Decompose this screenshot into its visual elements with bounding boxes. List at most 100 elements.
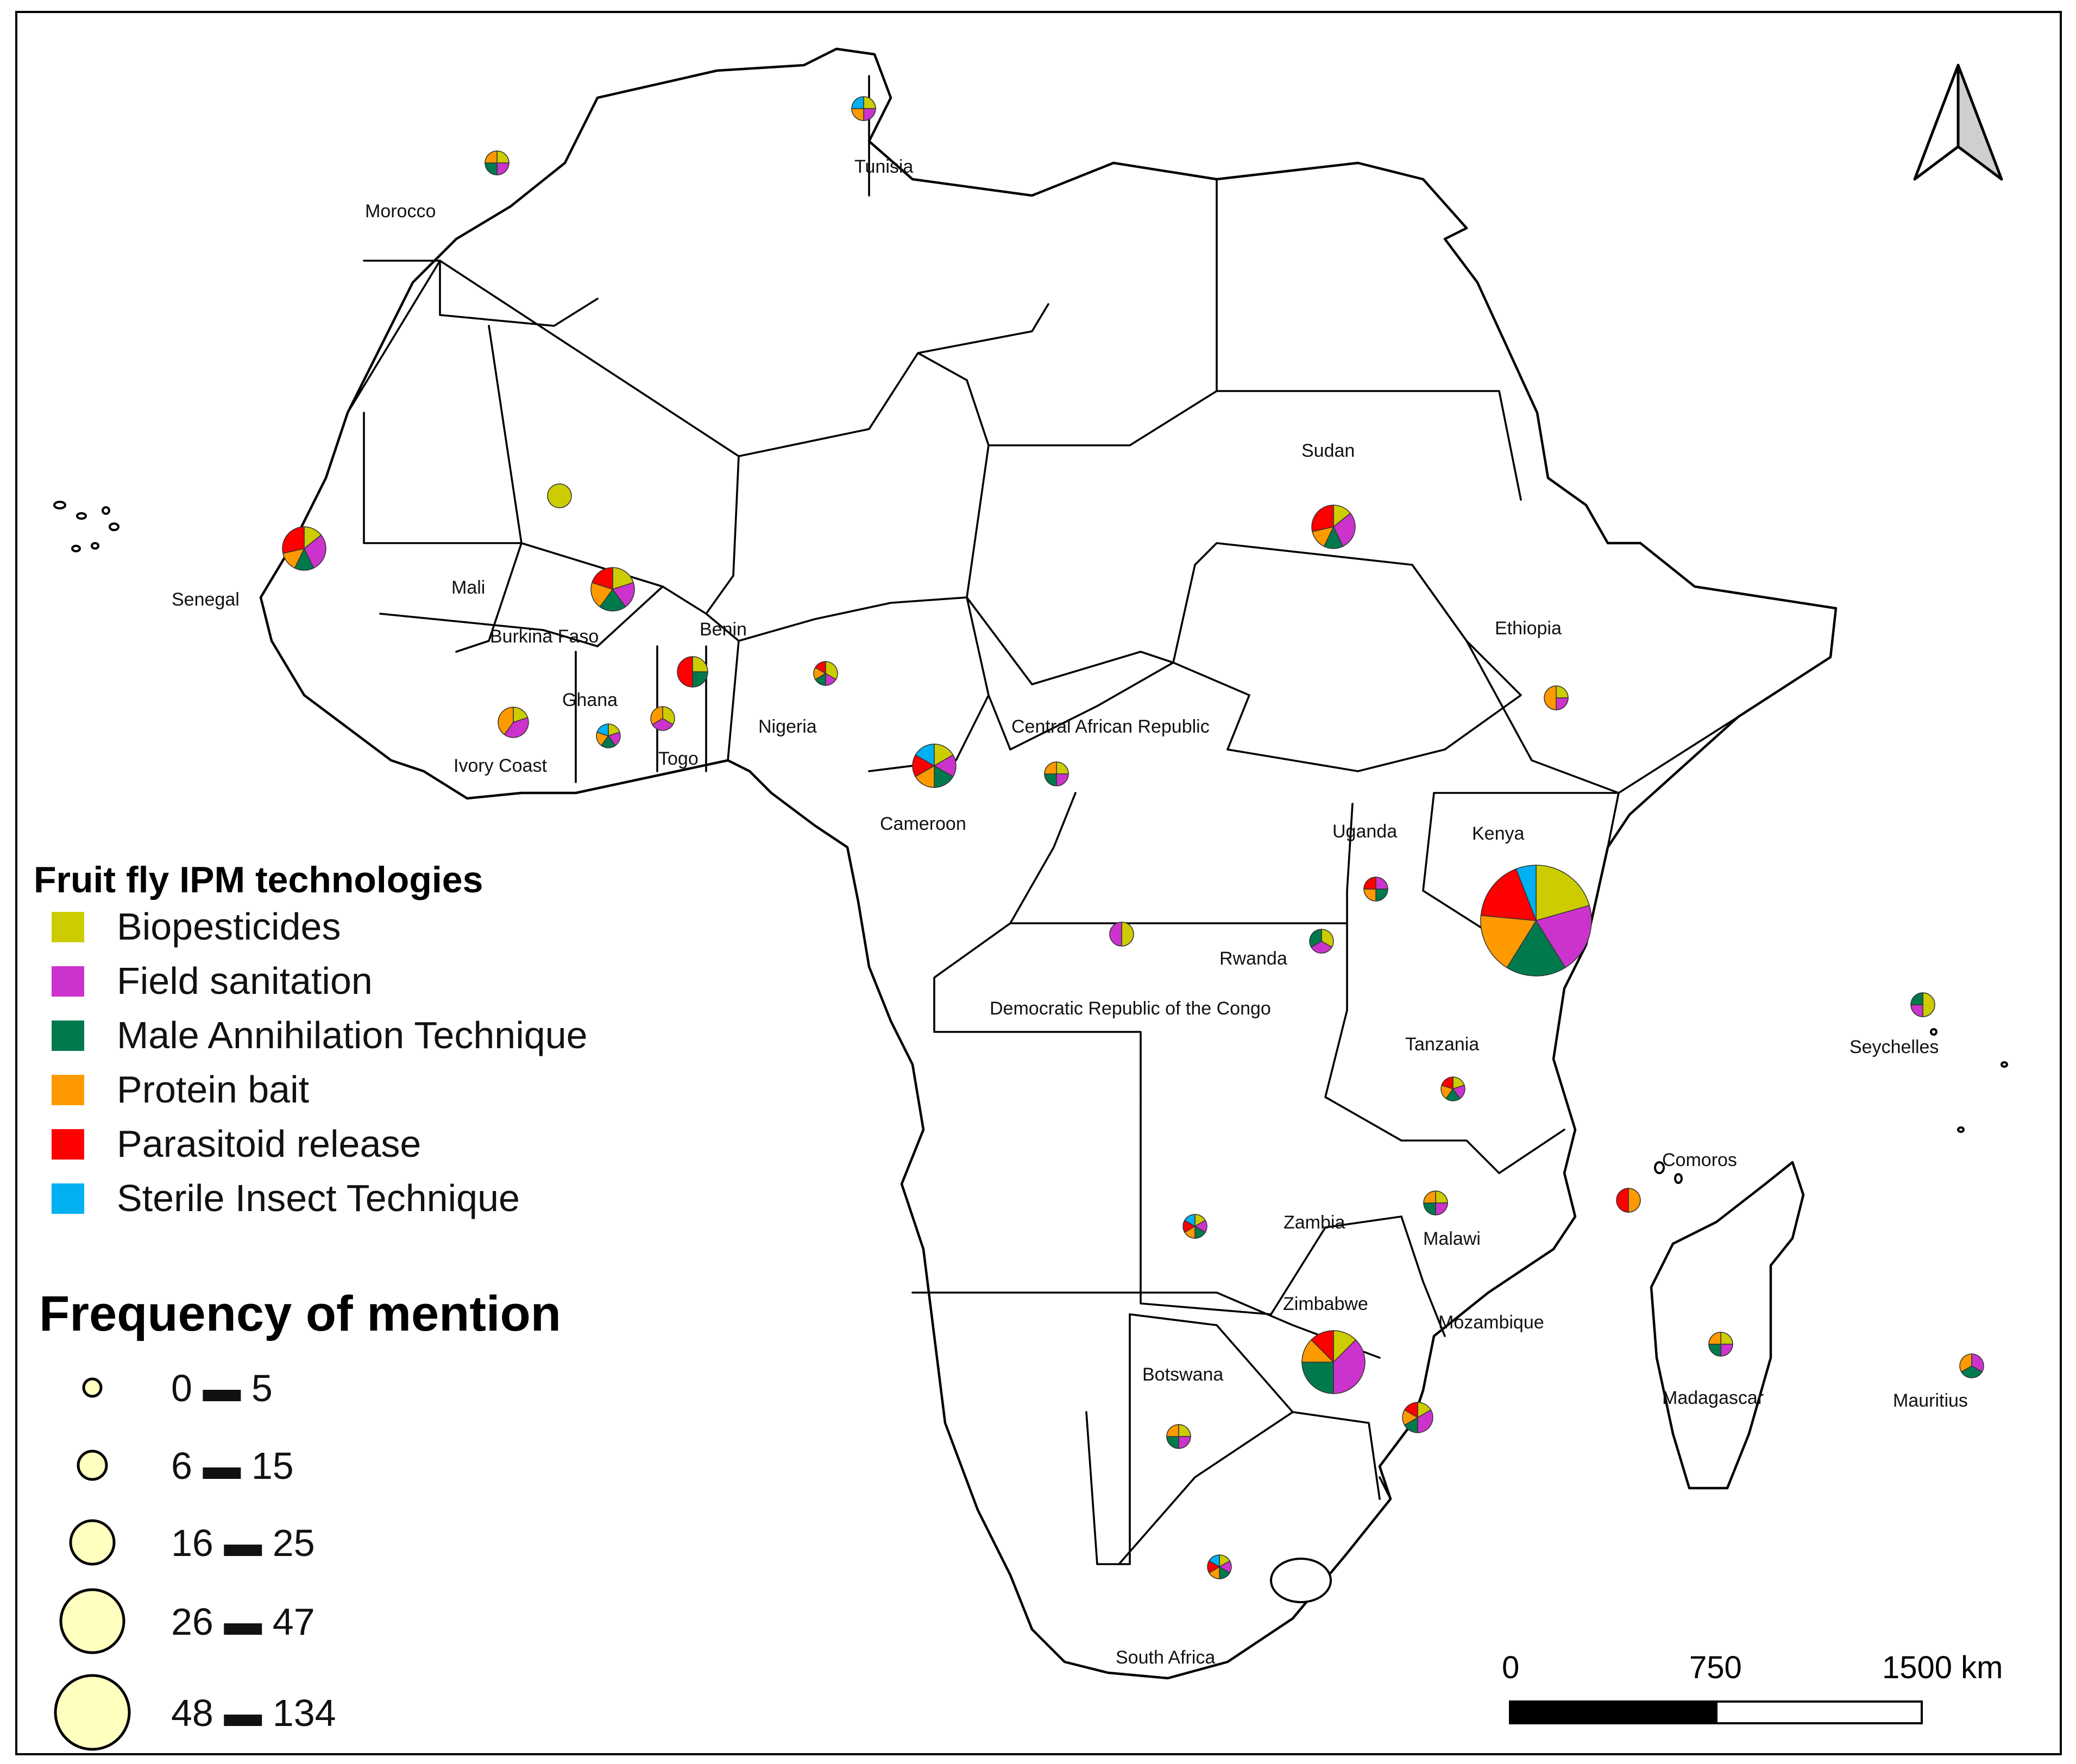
label-ghana: Ghana [562, 690, 618, 710]
label-malawi: Malawi [1423, 1228, 1481, 1249]
label-togo: Togo [658, 748, 699, 769]
pie-slice-burkina-faso-protein-bait [590, 582, 614, 608]
legend-label-protein-bait: Protein bait [117, 1068, 309, 1111]
pie-slice-mozambique-field-sanitation [1417, 1409, 1433, 1433]
label-burkina-faso: Burkina Faso [490, 626, 599, 647]
pie-south-africa [1207, 1554, 1232, 1579]
pie-slice-sudan-parasitoid-release [1311, 505, 1334, 532]
pie-slice-seychelles-biopesticides [1922, 992, 1935, 1017]
pie-slice-ghana-sterile-insect-technique [596, 723, 609, 737]
pie-slice-burkina-faso-field-sanitation [612, 582, 635, 608]
scale-label-0: 0 [1502, 1650, 1519, 1685]
pie-sudan [1311, 505, 1356, 549]
pie-slice-zimbabwe-parasitoid-release [1310, 1330, 1334, 1363]
label-ethiopia: Ethiopia [1495, 618, 1562, 639]
pie-slice-madagascar-protein-bait [1708, 1332, 1721, 1345]
pie-slice-south-africa-sterile-insect-technique [1208, 1554, 1220, 1568]
label-senegal: Senegal [172, 589, 240, 610]
pie-slice-sudan-field-sanitation [1333, 513, 1356, 547]
pie-botswana [1166, 1424, 1191, 1449]
pie-slice-zimbabwe-male-annihilation-technique [1301, 1362, 1334, 1394]
pie-comoros [1616, 1188, 1641, 1213]
small-islands [53, 501, 2008, 1603]
pie-senegal [282, 526, 326, 571]
label-mozambique: Mozambique [1438, 1312, 1544, 1333]
pie-slice-burkina-faso-parasitoid-release [592, 567, 613, 590]
legend-technology-items: Biopesticides Field sanitation Male Annihi… [52, 905, 588, 1219]
label-sudan: Sudan [1301, 440, 1355, 461]
legend-label-biopesticides: Biopesticides [117, 905, 341, 948]
label-mauritius: Mauritius [1893, 1390, 1968, 1411]
pie-morocco [485, 150, 509, 175]
frequency-legend-title: Frequency of mention [39, 1286, 561, 1341]
label-zambia: Zambia [1284, 1212, 1345, 1233]
pie-slice-comoros-parasitoid-release [1616, 1188, 1629, 1213]
frequency-label-2: 16 ▬ 25 [171, 1522, 315, 1564]
frequency-bubble-0 [82, 1377, 103, 1398]
pie-burkina-faso [590, 567, 635, 612]
label-seychelles: Seychelles [1849, 1037, 1939, 1057]
pie-slice-seychelles-male-annihilation-technique [1910, 992, 1923, 1005]
pie-zambia [1182, 1214, 1207, 1239]
frequency-bubble-3 [59, 1588, 125, 1654]
pie-slice-kenya-parasitoid-release [1480, 868, 1537, 921]
pie-slice-democratic-republic-of-the-congo-field-sanitation [1109, 922, 1122, 947]
frequency-label-4: 48 ▬ 134 [171, 1692, 336, 1734]
pie-slice-morocco-protein-bait [485, 150, 498, 163]
legend-swatch-parasitoid-release [52, 1129, 84, 1160]
pie-slice-benin-male-annihilation-technique [692, 671, 708, 688]
legend-swatch-male-annihilation-technique [52, 1020, 84, 1051]
pie-mozambique [1402, 1402, 1433, 1433]
label-drc: Democratic Republic of the Congo [990, 998, 1271, 1019]
scale-label-750: 750 [1689, 1650, 1742, 1685]
scale-label-1500: 1500 km [1882, 1650, 2003, 1685]
pie-benin [677, 656, 708, 688]
label-kenya: Kenya [1472, 823, 1524, 844]
pie-slice-kenya-field-sanitation [1535, 905, 1592, 968]
pie-slice-kenya-protein-bait [1480, 915, 1537, 968]
pie-slice-togo-field-sanitation [651, 718, 674, 731]
pie-mauritius [1959, 1353, 1984, 1378]
pie-slice-mozambique-parasitoid-release [1404, 1402, 1418, 1419]
legend-swatch-field-sanitation [52, 966, 84, 997]
label-cameroon: Cameroon [880, 814, 966, 834]
pie-slice-rwanda-field-sanitation [1310, 941, 1333, 954]
pie-slice-ethiopia-protein-bait [1544, 685, 1557, 710]
legend-swatch-sterile-insect-technique [52, 1183, 84, 1214]
country-labels: Morocco Tunisia Senegal Mali Burkina Fas… [172, 156, 1968, 1668]
label-central-african-republic: Central African Republic [1011, 716, 1210, 737]
label-morocco: Morocco [365, 201, 436, 222]
frequency-bubble-2 [69, 1519, 116, 1566]
label-zimbabwe: Zimbabwe [1283, 1294, 1368, 1314]
frequency-label-3: 26 ▬ 47 [171, 1601, 315, 1643]
label-mali: Mali [451, 577, 485, 598]
label-ivory-coast: Ivory Coast [454, 755, 547, 776]
pie-slice-ivory-coast-field-sanitation [504, 717, 529, 738]
pie-madagascar [1708, 1332, 1733, 1357]
pie-slice-democratic-republic-of-the-congo-biopesticides [1121, 922, 1134, 947]
pie-central-african-republic [1044, 761, 1069, 786]
pie-malawi [1423, 1190, 1448, 1215]
pie-slice-uganda-parasitoid-release [1363, 877, 1376, 890]
legend-frequency: Frequency of mention 0 ▬ 5 6 ▬ 15 16 ▬ 25 2… [39, 1286, 561, 1751]
pie-slice-tunisia-sterile-insect-technique [851, 96, 864, 109]
frequency-label-1: 6 ▬ 15 [171, 1445, 294, 1487]
label-south-africa: South Africa [1116, 1647, 1215, 1668]
pie-slice-zimbabwe-field-sanitation [1333, 1339, 1366, 1394]
pie-slice-kenya-biopesticides [1536, 865, 1590, 921]
pie-slice-zambia-sterile-insect-technique [1184, 1214, 1196, 1227]
pie-slice-senegal-field-sanitation [304, 534, 326, 569]
pie-slice-burkina-faso-male-annihilation-technique [599, 588, 626, 612]
pie-cameroon [912, 744, 957, 788]
pie-slice-central-african-republic-protein-bait [1044, 761, 1057, 774]
pie-democratic-republic-of-the-congo [1109, 922, 1134, 947]
pie-slice-mali-biopesticides [547, 483, 572, 508]
pie-slice-senegal-parasitoid-release [282, 526, 305, 554]
pie-tanzania [1440, 1076, 1465, 1101]
pie-slice-mauritius-protein-bait [1959, 1353, 1972, 1373]
frequency-bubble-4 [54, 1674, 131, 1751]
label-tunisia: Tunisia [854, 156, 913, 177]
pie-rwanda [1309, 929, 1334, 954]
legend-swatch-biopesticides [52, 912, 84, 942]
